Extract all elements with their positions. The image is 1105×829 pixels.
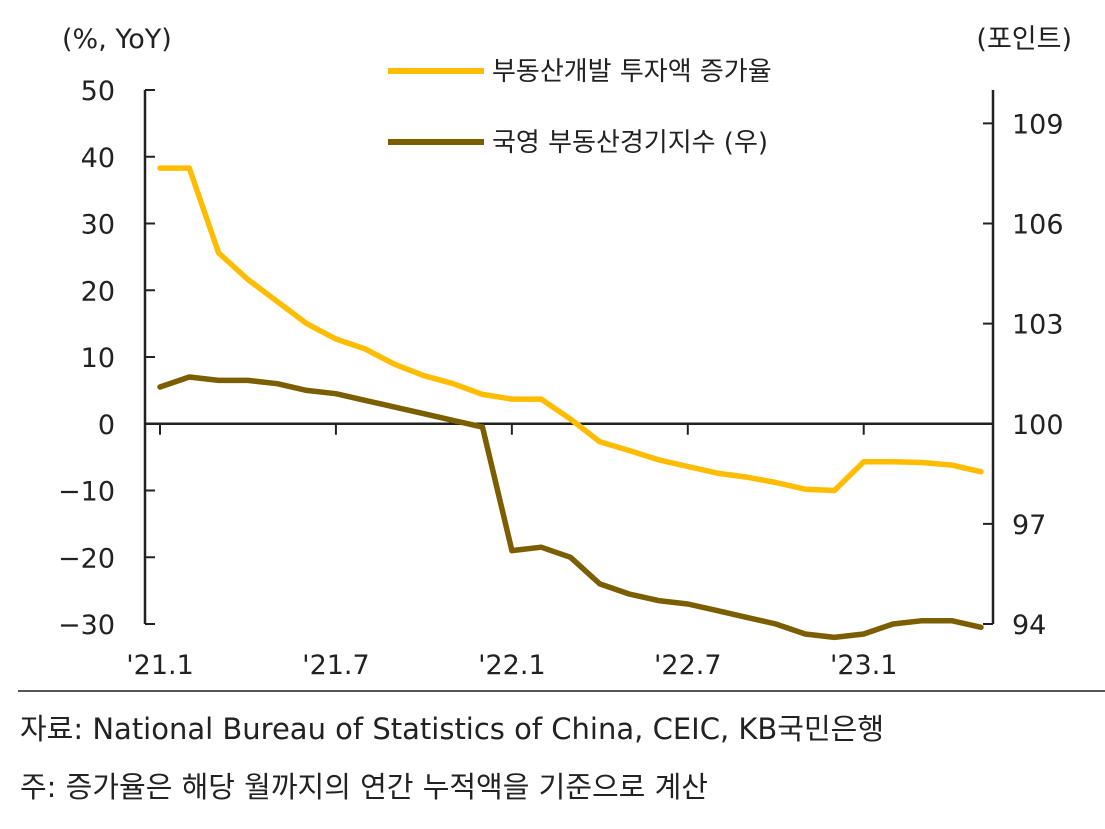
data-point xyxy=(891,622,895,626)
data-point xyxy=(832,635,836,639)
data-point xyxy=(950,463,954,467)
x-tick-label: '21.7 xyxy=(302,650,370,681)
right-tick-label: 94 xyxy=(1012,610,1046,641)
data-point xyxy=(363,398,367,402)
x-tick-label: '22.7 xyxy=(654,650,722,681)
data-point xyxy=(246,278,250,282)
right-tick-label: 106 xyxy=(1012,210,1064,241)
left-tick-label: 30 xyxy=(81,210,115,241)
data-point xyxy=(422,374,426,378)
data-point xyxy=(656,458,660,462)
data-point xyxy=(920,460,924,464)
data-point xyxy=(363,347,367,351)
data-point xyxy=(979,625,983,629)
data-point xyxy=(598,440,602,444)
left-tick-label: 10 xyxy=(81,343,115,374)
left-tick-label: −20 xyxy=(58,543,115,574)
right-tick-label: 103 xyxy=(1012,310,1064,341)
left-tick-label: 50 xyxy=(81,76,115,107)
data-point xyxy=(950,619,954,623)
data-point xyxy=(803,632,807,636)
data-point xyxy=(334,392,338,396)
right-axis-unit: (포인트) xyxy=(976,24,1072,55)
left-tick-label: −10 xyxy=(58,477,115,508)
tick-labels: 50403020100−10−20−301091061031009794'21.… xyxy=(58,76,1064,681)
data-point xyxy=(539,545,543,549)
series-lines xyxy=(157,165,984,641)
x-tick-label: '21.1 xyxy=(126,650,194,681)
axes xyxy=(143,89,995,625)
data-point xyxy=(832,489,836,492)
data-point xyxy=(246,378,250,382)
data-point xyxy=(627,592,631,596)
data-point xyxy=(569,417,572,421)
data-point xyxy=(715,609,719,613)
data-point xyxy=(979,470,983,474)
footnote: 주: 증가율은 해당 월까지의 연간 누적액을 기준으로 계산 xyxy=(20,770,708,804)
legend-label-climate-index: 국영 부동산경기지수 (우) xyxy=(492,128,768,158)
data-point xyxy=(891,460,895,464)
data-point xyxy=(774,622,778,626)
data-point xyxy=(275,300,279,304)
data-point xyxy=(539,397,543,401)
right-tick-label: 100 xyxy=(1012,410,1064,441)
data-point xyxy=(187,166,191,170)
data-point xyxy=(862,632,866,636)
data-point xyxy=(803,487,807,491)
data-point xyxy=(656,599,660,603)
legend-label-investment: 부동산개발 투자액 증가율 xyxy=(492,57,772,87)
data-point xyxy=(393,362,397,366)
data-point xyxy=(598,582,602,586)
data-point xyxy=(158,385,162,389)
data-point xyxy=(451,382,455,386)
data-point xyxy=(422,412,426,416)
source-divider xyxy=(18,690,1105,692)
data-point xyxy=(715,471,719,475)
left-axis-unit: (%, YoY) xyxy=(62,24,172,55)
data-point xyxy=(481,425,485,429)
data-point xyxy=(569,555,572,559)
data-point xyxy=(920,619,924,623)
data-point xyxy=(217,251,221,255)
right-tick-label: 97 xyxy=(1012,510,1046,541)
data-point xyxy=(393,405,397,409)
data-point xyxy=(627,448,631,452)
left-tick-label: −30 xyxy=(58,610,115,641)
left-tick-label: 40 xyxy=(81,143,115,174)
data-point xyxy=(774,480,778,484)
data-point xyxy=(187,375,191,379)
chart-area: (%, YoY) (포인트) 50403020100−10−20−3010910… xyxy=(58,24,1072,681)
data-point xyxy=(686,602,690,606)
data-point xyxy=(275,382,279,386)
legend: 부동산개발 투자액 증가율 국영 부동산경기지수 (우) xyxy=(388,57,772,158)
data-point xyxy=(305,322,309,326)
series-line-0 xyxy=(157,165,984,494)
data-point xyxy=(510,549,514,553)
data-point xyxy=(744,475,748,479)
data-point xyxy=(510,397,514,401)
data-point xyxy=(305,388,309,392)
left-tick-label: 20 xyxy=(81,276,115,307)
left-tick-label: 0 xyxy=(98,410,115,441)
data-point xyxy=(158,166,162,170)
data-point xyxy=(481,392,485,396)
data-point xyxy=(862,460,866,464)
x-tick-label: '22.1 xyxy=(478,650,546,681)
source-note: 자료: National Bureau of Statistics of Chi… xyxy=(20,712,885,746)
right-tick-label: 109 xyxy=(1012,109,1064,140)
data-point xyxy=(686,464,690,468)
data-point xyxy=(217,378,221,382)
data-point xyxy=(334,337,338,341)
x-tick-label: '23.1 xyxy=(830,650,898,681)
data-point xyxy=(744,615,748,619)
data-point xyxy=(451,418,455,422)
